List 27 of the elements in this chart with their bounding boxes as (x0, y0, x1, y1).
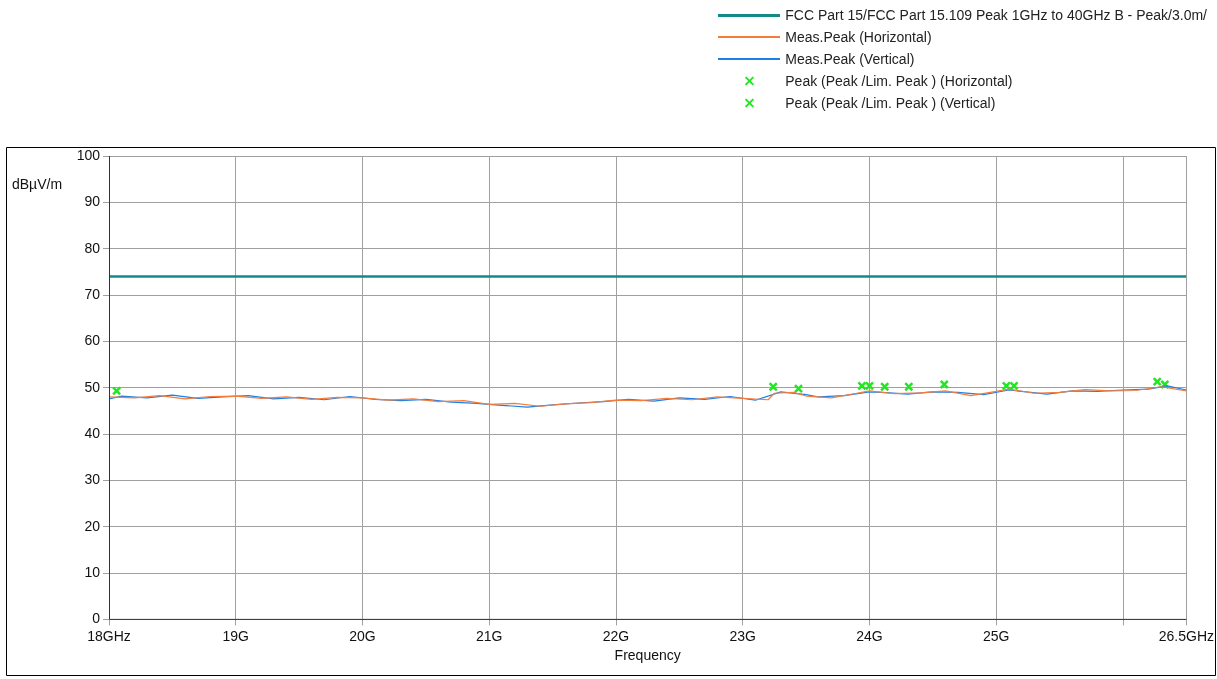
x-tick-label: 19G (222, 627, 249, 644)
y-tick-label: 50 (84, 378, 101, 395)
legend-label: Peak (Peak /Lim. Peak ) (Vertical) (785, 95, 996, 111)
x-tick-label: 20G (349, 627, 376, 644)
x-tick-label: 26.5GHz (1158, 627, 1214, 644)
y-tick-label: 100 (76, 146, 101, 163)
x-tick-label: 22G (602, 627, 630, 644)
y-tick-label: 70 (84, 285, 101, 302)
y-tick-label: 80 (84, 239, 101, 256)
legend-label: Peak (Peak /Lim. Peak ) (Horizontal) (785, 73, 1013, 89)
y-axis-title: dBµV/m (12, 175, 63, 192)
y-tick-label: 30 (84, 471, 101, 488)
legend-label: Meas.Peak (Vertical) (785, 51, 915, 67)
x-axis-title: Frequency (614, 647, 681, 664)
x-tick-label: 25G (983, 627, 1010, 644)
y-tick-label: 60 (84, 332, 101, 349)
y-tick-label: 40 (84, 424, 101, 441)
legend-label: Meas.Peak (Horizontal) (785, 29, 932, 45)
x-tick-label: 18GHz (87, 627, 131, 644)
y-tick-label: 10 (84, 563, 101, 580)
y-tick-label: 90 (84, 193, 101, 210)
y-tick-label: 0 (92, 610, 101, 627)
x-tick-label: 24G (856, 627, 883, 644)
legend-label: FCC Part 15/FCC Part 15.109 Peak 1GHz to 40GHz B - Peak/3.0m/ (785, 7, 1207, 23)
x-tick-label: 23G (729, 627, 756, 644)
x-tick-label: 21G (476, 627, 503, 644)
y-tick-label: 20 (84, 517, 101, 534)
